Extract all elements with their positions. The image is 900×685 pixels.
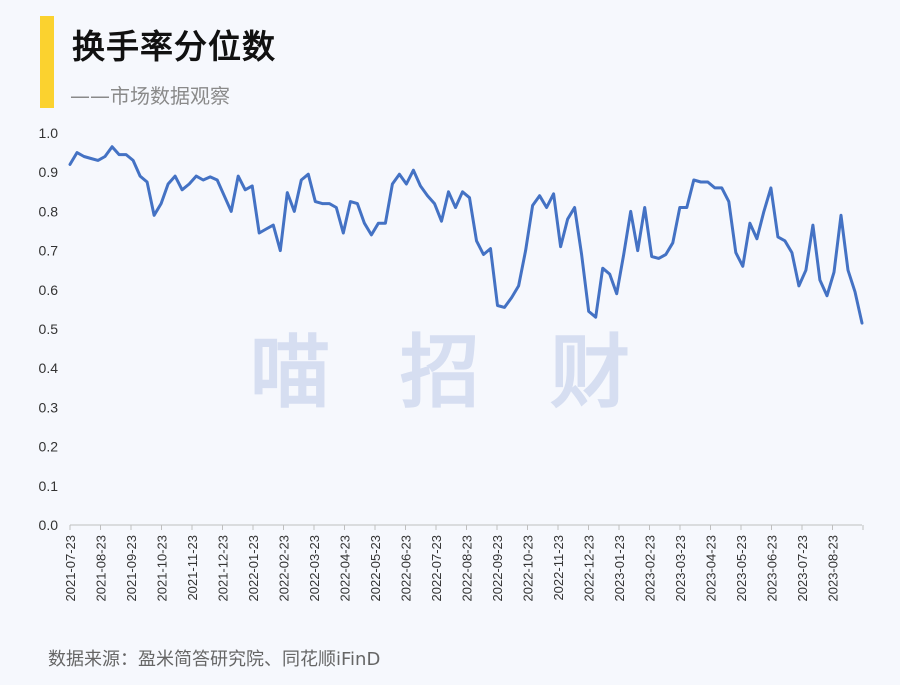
- y-tick-label: 0.4: [39, 360, 59, 376]
- y-tick-label: 0.8: [39, 203, 59, 219]
- x-tick-label: 2021-11-23: [185, 535, 200, 601]
- page-title: 换手率分位数: [72, 27, 276, 66]
- x-tick-label: 2021-09-23: [124, 535, 139, 602]
- watermark-char: 财: [550, 326, 630, 419]
- x-tick-label: 2023-07-23: [795, 535, 810, 602]
- x-tick-label: 2021-10-23: [155, 535, 170, 602]
- x-tick-label: 2022-08-23: [460, 535, 475, 602]
- title-accent-bar: [40, 16, 54, 108]
- x-tick-label: 2023-06-23: [765, 535, 780, 602]
- y-tick-label: 1.0: [39, 125, 59, 141]
- x-tick-label: 2021-12-23: [216, 535, 231, 602]
- x-tick-label: 2022-05-23: [368, 535, 383, 602]
- watermark-char: 喵: [250, 326, 330, 419]
- y-tick-label: 0.1: [39, 478, 59, 494]
- data-source-note: 数据来源：盈米简答研究院、同花顺iFinD: [48, 649, 381, 670]
- x-tick-label: 2022-09-23: [490, 535, 505, 602]
- x-tick-label: 2022-07-23: [429, 535, 444, 602]
- x-tick-label: 2023-03-23: [673, 535, 688, 602]
- x-tick-label: 2022-11-23: [551, 535, 566, 601]
- watermark-char: 招: [400, 326, 480, 419]
- x-tick-label: 2023-01-23: [612, 535, 627, 602]
- x-tick-label: 2022-01-23: [246, 535, 261, 602]
- y-tick-label: 0.7: [39, 243, 59, 259]
- y-tick-label: 0.5: [39, 321, 59, 337]
- x-tick-label: 2023-04-23: [704, 535, 719, 602]
- x-tick-label: 2022-04-23: [338, 535, 353, 602]
- x-tick-label: 2021-08-23: [94, 535, 109, 602]
- x-tick-label: 2022-02-23: [277, 535, 292, 602]
- x-tick-label: 2023-08-23: [826, 535, 841, 602]
- y-tick-label: 0.3: [39, 399, 59, 415]
- x-tick-label: 2022-03-23: [307, 535, 322, 602]
- x-tick-label: 2022-06-23: [399, 535, 414, 602]
- x-tick-label: 2023-02-23: [643, 535, 658, 602]
- x-tick-label: 2022-12-23: [582, 535, 597, 602]
- x-tick-label: 2022-10-23: [521, 535, 536, 602]
- page-subtitle: ——市场数据观察: [70, 84, 230, 108]
- y-tick-label: 0.6: [39, 282, 59, 298]
- x-tick-label: 2021-07-23: [63, 535, 78, 602]
- y-tick-label: 0.9: [39, 164, 59, 180]
- series-line: [68, 145, 864, 325]
- x-tick-label: 2023-05-23: [734, 535, 749, 602]
- y-tick-label: 0.0: [39, 517, 59, 533]
- y-tick-label: 0.2: [39, 439, 59, 455]
